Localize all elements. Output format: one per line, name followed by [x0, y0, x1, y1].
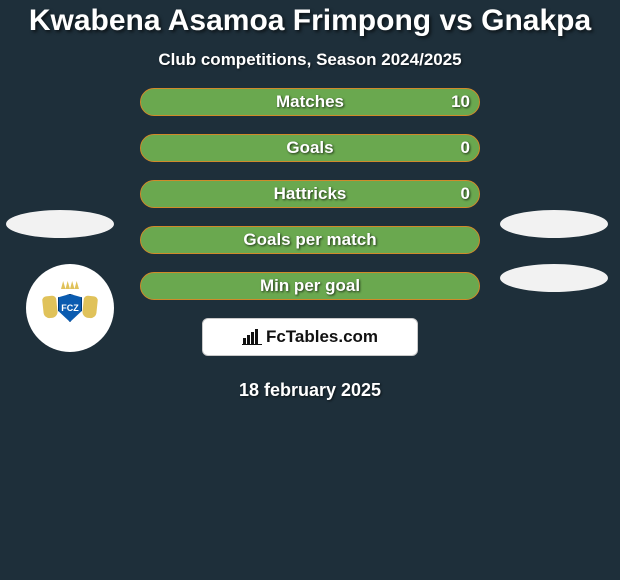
stat-row: Min per goal: [140, 272, 480, 300]
date-line: 18 february 2025: [0, 380, 620, 401]
bar-chart-icon: [242, 329, 262, 345]
stat-value: 0: [461, 180, 470, 208]
right-player-oval: [500, 210, 608, 238]
club-logo: FCZ: [26, 264, 114, 352]
right-player-oval: [500, 264, 608, 292]
stat-label: Min per goal: [140, 272, 480, 300]
left-player-oval: [6, 210, 114, 238]
brand-box[interactable]: FcTables.com: [202, 318, 418, 356]
stat-value: 0: [461, 134, 470, 162]
stat-label: Matches: [140, 88, 480, 116]
stat-label: Goals per match: [140, 226, 480, 254]
brand-text: FcTables.com: [266, 327, 378, 347]
page-title: Kwabena Asamoa Frimpong vs Gnakpa: [0, 0, 620, 40]
lion-left-icon: [42, 295, 58, 318]
club-shield: FCZ: [58, 294, 82, 322]
stat-row: Goals0: [140, 134, 480, 162]
comparison-stage: FCZ Matches10Goals0Hattricks0Goals per m…: [0, 88, 620, 401]
stat-label: Goals: [140, 134, 480, 162]
stat-row: Hattricks0: [140, 180, 480, 208]
stat-bars: Matches10Goals0Hattricks0Goals per match…: [140, 88, 480, 300]
stat-row: Matches10: [140, 88, 480, 116]
lion-right-icon: [82, 295, 98, 318]
stat-row: Goals per match: [140, 226, 480, 254]
crown-icon: [61, 281, 79, 289]
page-subtitle: Club competitions, Season 2024/2025: [0, 50, 620, 70]
stat-value: 10: [451, 88, 470, 116]
stat-label: Hattricks: [140, 180, 480, 208]
